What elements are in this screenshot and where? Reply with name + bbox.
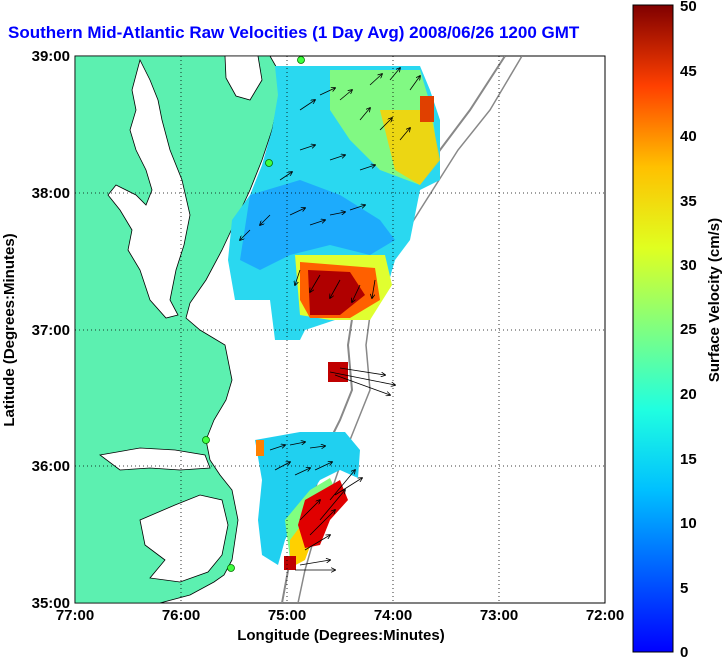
x-tick-label: 74:00 (374, 607, 412, 624)
delaware-bay (224, 56, 263, 101)
colorbar-ticks: 50 45 40 35 30 25 20 15 10 5 0 (680, 0, 697, 659)
y-axis-label: Latitude (Degrees:Minutes) (1, 233, 18, 426)
x-tick-label: 72:00 (586, 607, 624, 624)
colorbar-label: Surface Velocity (cm/s) (706, 218, 723, 382)
chart-title: Southern Mid-Atlantic Raw Velocities (1 … (8, 23, 580, 42)
colorbar-tick-label: 35 (680, 193, 697, 210)
y-tick-label: 37:00 (32, 322, 70, 339)
colorbar-tick-label: 15 (680, 451, 697, 468)
colorbar-tick-label: 25 (680, 321, 697, 338)
map-plot: 77:00 76:00 75:00 74:00 73:00 72:00 Long… (1, 48, 624, 644)
y-tick-label: 38:00 (32, 185, 70, 202)
chesapeake-bay (107, 58, 191, 319)
x-tick-label: 77:00 (56, 607, 94, 624)
velocity-vectors (240, 68, 420, 570)
station-marker (265, 159, 273, 167)
colorbar-tick-label: 0 (680, 644, 688, 659)
station-marker (227, 564, 235, 572)
y-tick-label: 35:00 (32, 595, 70, 612)
velocity-field-south (255, 362, 360, 570)
x-tick-label: 76:00 (162, 607, 200, 624)
albemarle-sound (99, 447, 211, 471)
colorbar-tick-label: 5 (680, 580, 688, 597)
colorbar-tick-label: 50 (680, 0, 697, 15)
colorbar-tick-label: 45 (680, 63, 697, 80)
x-tick-label: 75:00 (268, 607, 306, 624)
colorbar-tick-label: 20 (680, 386, 697, 403)
y-axis: 39:00 38:00 37:00 36:00 35:00 Latitude (… (1, 48, 70, 612)
map-grid (75, 56, 605, 603)
station-markers (202, 56, 305, 572)
colorbar-tick-label: 30 (680, 257, 697, 274)
velocity-field-north (228, 66, 440, 340)
colorbar-tick-label: 10 (680, 515, 697, 532)
x-axis-label: Longitude (Degrees:Minutes) (237, 627, 445, 644)
x-axis: 77:00 76:00 75:00 74:00 73:00 72:00 Long… (56, 607, 624, 644)
station-marker (202, 436, 210, 444)
station-marker (297, 56, 305, 64)
pamlico-sound (139, 494, 229, 583)
colorbar-gradient (632, 4, 674, 653)
y-tick-label: 39:00 (32, 48, 70, 65)
colorbar-tick-label: 40 (680, 128, 697, 145)
colorbar: 50 45 40 35 30 25 20 15 10 5 0 Surface V… (632, 0, 723, 659)
y-tick-label: 36:00 (32, 458, 70, 475)
x-tick-label: 73:00 (480, 607, 518, 624)
